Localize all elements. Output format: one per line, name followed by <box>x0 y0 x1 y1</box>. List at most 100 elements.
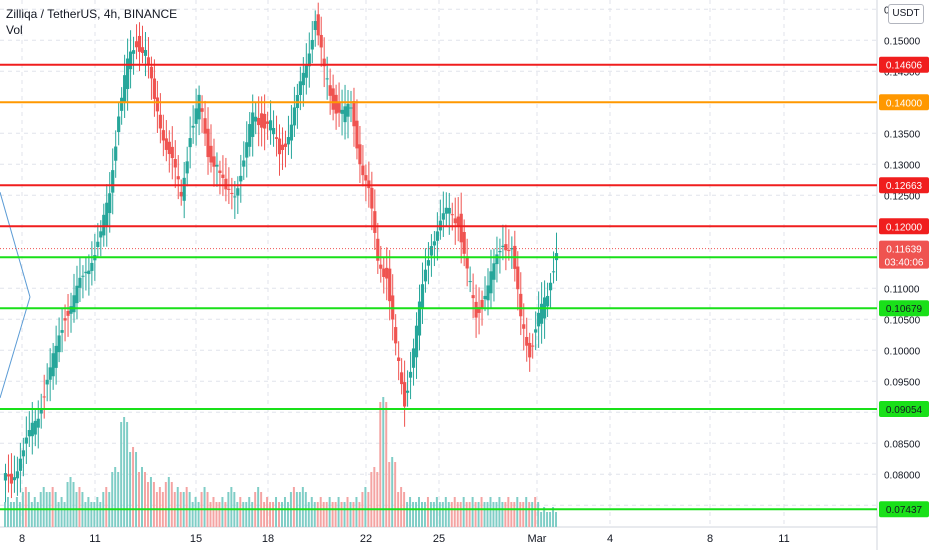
candle-body <box>346 103 350 117</box>
candle-body <box>289 124 294 141</box>
candle-body <box>81 275 85 277</box>
volume-bar <box>146 482 149 527</box>
x-tick-label: 25 <box>433 533 445 545</box>
candle-body <box>105 202 109 227</box>
volume-bar <box>349 502 352 527</box>
volume-bar <box>132 447 135 527</box>
candle-body <box>331 88 335 110</box>
candle-body <box>343 106 347 123</box>
candle-body <box>90 262 94 271</box>
candle-body <box>206 128 210 158</box>
volume-bar <box>441 502 444 527</box>
candle-body <box>155 97 159 112</box>
volume-bar <box>474 502 477 527</box>
volume-bar <box>450 502 453 527</box>
candle-body <box>134 41 139 48</box>
volume-bar <box>149 477 152 527</box>
volume-bar <box>42 487 45 527</box>
candle-body <box>283 143 288 147</box>
volume-bar <box>373 467 376 527</box>
volume-bar <box>462 497 465 527</box>
volume-bar <box>215 502 218 527</box>
volume-bar <box>507 497 510 527</box>
candle-body <box>108 193 112 214</box>
level-price-label: 0.07437 <box>886 505 923 516</box>
volume-bar <box>325 502 328 527</box>
candle-body <box>131 50 136 54</box>
volume-bar <box>278 502 280 527</box>
volume-bar <box>537 502 540 527</box>
candle-body <box>459 213 463 243</box>
candle-body <box>6 474 11 477</box>
volume-bar <box>120 422 123 527</box>
volume-bar <box>245 502 248 527</box>
volume-bar <box>483 502 486 527</box>
volume-bar <box>63 502 66 527</box>
candle-body <box>394 327 398 344</box>
volume-bar <box>453 497 456 527</box>
candle-body <box>194 108 198 124</box>
y-tick-label: 0.11000 <box>884 284 920 295</box>
level-price-label: 0.12000 <box>886 222 923 233</box>
volume-bar <box>209 502 212 527</box>
volume-bar <box>221 497 224 527</box>
candle-body <box>420 284 425 309</box>
candle-body <box>114 146 118 161</box>
volume-bar <box>93 502 96 527</box>
candle-body <box>483 295 487 300</box>
volume-bar <box>251 502 254 527</box>
volume-bar <box>409 497 412 527</box>
volume-bar <box>283 497 286 527</box>
volume-bar <box>406 502 409 527</box>
volume-bar <box>263 502 266 527</box>
volume-bar <box>376 472 379 527</box>
candle-body <box>516 266 520 290</box>
volume-bar <box>328 497 331 527</box>
candle-body <box>268 120 273 131</box>
y-tick-label: 0.08500 <box>884 439 921 450</box>
candle-body <box>251 112 255 137</box>
candle-body <box>99 231 103 238</box>
level-price-label: 0.14606 <box>886 61 923 72</box>
candle-body <box>319 34 323 48</box>
candle-body <box>504 244 508 251</box>
volume-bar <box>549 512 552 527</box>
volume-bar <box>352 502 355 527</box>
volume-bar <box>87 497 90 527</box>
candle-body <box>45 379 49 385</box>
volume-bar <box>33 497 36 527</box>
candle-body <box>24 437 28 444</box>
candle-body <box>117 116 121 133</box>
candle-body <box>27 430 31 437</box>
volume-bar <box>364 487 367 527</box>
level-price-label: 0.10679 <box>886 304 923 315</box>
volume-bar <box>498 497 501 527</box>
candle-body <box>126 58 130 90</box>
candle-body <box>286 137 291 145</box>
level-price-tag <box>879 56 929 73</box>
candle-body <box>120 97 124 111</box>
candle-body <box>39 409 43 414</box>
volume-bar <box>334 502 337 527</box>
volume-bar <box>391 457 394 527</box>
volume-bar <box>224 502 227 527</box>
candle-body <box>72 295 76 313</box>
candle-body <box>477 307 481 313</box>
volume-bar <box>546 512 549 527</box>
volume-bar <box>105 487 108 527</box>
volume-bar <box>126 422 129 527</box>
candle-body <box>233 196 237 198</box>
candle-body <box>429 246 434 256</box>
candle-body <box>48 367 52 380</box>
volume-bar <box>400 487 403 527</box>
volume-bar <box>465 502 468 527</box>
quote-currency-badge[interactable]: USDT <box>888 4 924 24</box>
candle-body <box>507 250 511 252</box>
candle-body <box>435 231 439 241</box>
volume-bar <box>269 502 272 527</box>
volume-bar <box>370 472 373 527</box>
volume-bar <box>429 502 432 527</box>
candle-body <box>492 263 496 280</box>
candle-body <box>340 109 344 114</box>
